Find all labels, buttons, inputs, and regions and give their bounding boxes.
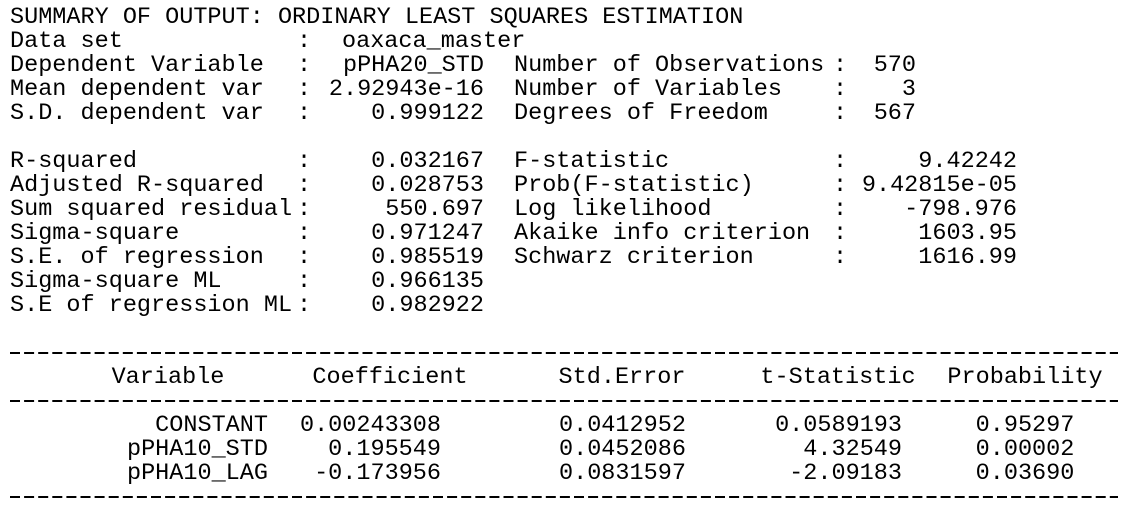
label: Sigma-square ML — [10, 268, 222, 295]
label: S.E. of regression — [10, 244, 264, 271]
separator: : — [833, 148, 847, 175]
variable-name: pPHA10_STD — [127, 436, 268, 463]
separator: : — [297, 172, 311, 199]
value: 0.999122 — [371, 100, 484, 127]
value: 3 — [902, 76, 916, 103]
value: pPHA20_STD — [343, 52, 484, 79]
value: 1603.95 — [918, 220, 1017, 247]
value: 0.966135 — [371, 268, 484, 295]
label: Number of Variables — [514, 76, 782, 103]
label: Adjusted R-squared — [10, 172, 264, 199]
column-header: Std.Error — [559, 364, 686, 391]
cell: 0.0831597 — [559, 460, 686, 487]
value: 550.697 — [385, 196, 484, 223]
separator: : — [297, 52, 311, 79]
separator: : — [833, 220, 847, 247]
label: Number of Observations — [514, 52, 824, 79]
column-header: Coefficient — [312, 364, 467, 391]
separator: : — [833, 196, 847, 223]
cell: -0.173956 — [314, 460, 441, 487]
value: 2.92943e-16 — [329, 76, 484, 103]
value: 570 — [874, 52, 916, 79]
label: S.E of regression ML — [10, 292, 292, 319]
label: Data set — [10, 28, 123, 55]
label: Log likelihood — [514, 196, 711, 223]
cell: 4.32549 — [803, 436, 902, 463]
cell: 0.0452086 — [559, 436, 686, 463]
cell: 0.0589193 — [775, 412, 902, 439]
value: 0.985519 — [371, 244, 484, 271]
value: oaxaca_master — [342, 28, 525, 55]
separator: : — [833, 52, 847, 79]
separator: : — [297, 148, 311, 175]
separator: : — [297, 100, 311, 127]
label: F-statistic — [514, 148, 669, 175]
column-header: Probability — [947, 364, 1102, 391]
separator: : — [833, 244, 847, 271]
label: Sigma-square — [10, 220, 179, 247]
cell: 0.00243308 — [300, 412, 441, 439]
value: 9.42242 — [918, 148, 1017, 175]
separator: : — [297, 292, 311, 319]
cell: 0.195549 — [328, 436, 441, 463]
cell: 0.00002 — [976, 436, 1075, 463]
value: 567 — [874, 100, 916, 127]
value: 0.028753 — [371, 172, 484, 199]
separator: : — [297, 268, 311, 295]
label: Degrees of Freedom — [514, 100, 768, 127]
cell: -2.09183 — [789, 460, 902, 487]
column-header: Variable — [112, 364, 225, 391]
value: 1616.99 — [918, 244, 1017, 271]
separator: : — [297, 220, 311, 247]
label: Prob(F-statistic) — [514, 172, 754, 199]
separator: : — [297, 244, 311, 271]
separator: : — [833, 100, 847, 127]
value: -798.976 — [904, 196, 1017, 223]
label: Dependent Variable — [10, 52, 264, 79]
label: Mean dependent var — [10, 76, 264, 103]
separator: : — [297, 28, 311, 55]
value: 0.982922 — [371, 292, 484, 319]
separator: : — [833, 172, 847, 199]
column-header: t-Statistic — [760, 364, 915, 391]
separator: : — [833, 76, 847, 103]
cell: 0.95297 — [976, 412, 1075, 439]
separator: : — [297, 196, 311, 223]
label: Sum squared residual — [10, 196, 292, 223]
separator: : — [297, 76, 311, 103]
label: Schwarz criterion — [514, 244, 754, 271]
label: Akaike info criterion — [514, 220, 810, 247]
value: 0.971247 — [371, 220, 484, 247]
label: S.D. dependent var — [10, 100, 264, 127]
label: R-squared — [10, 148, 137, 175]
variable-name: pPHA10_LAG — [127, 460, 268, 487]
value: 0.032167 — [371, 148, 484, 175]
value: 9.42815e-05 — [862, 172, 1017, 199]
variable-name: CONSTANT — [155, 412, 268, 439]
cell: 0.0412952 — [559, 412, 686, 439]
title: SUMMARY OF OUTPUT: ORDINARY LEAST SQUARE… — [10, 4, 743, 31]
cell: 0.03690 — [976, 460, 1075, 487]
